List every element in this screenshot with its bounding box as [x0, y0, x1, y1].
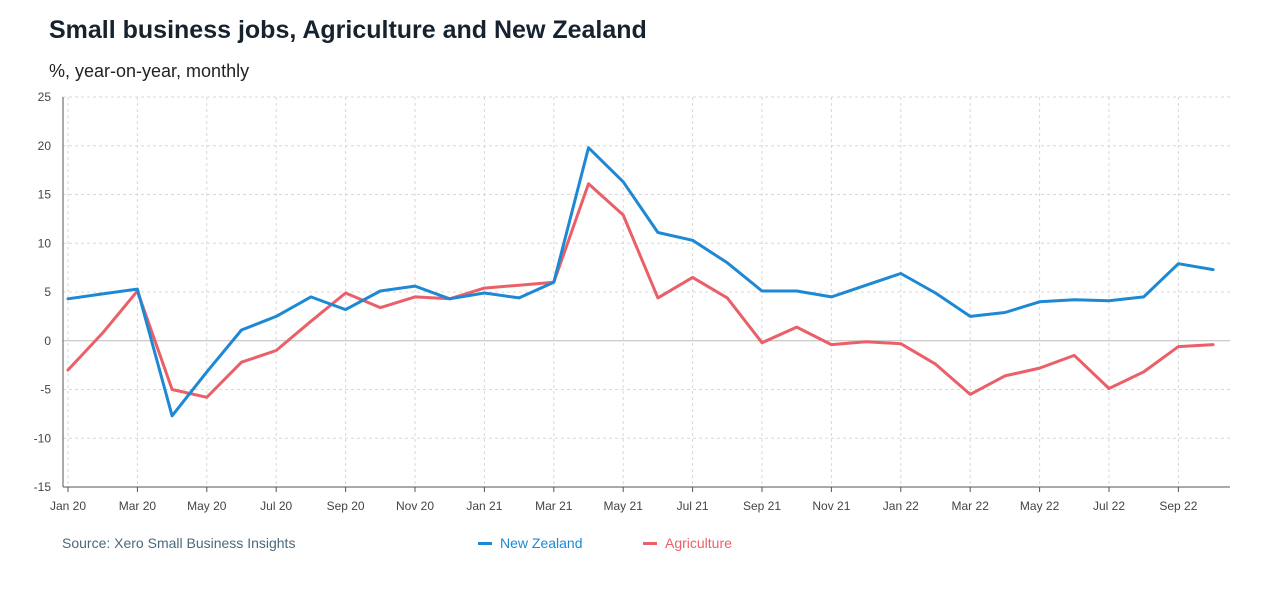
y-tick-label: -15 — [34, 480, 52, 494]
x-tick-label: Jul 22 — [1093, 499, 1125, 513]
legend-label-agriculture: Agriculture — [665, 535, 732, 551]
y-tick-label: -10 — [34, 431, 52, 445]
x-tick-label: Nov 20 — [396, 499, 434, 513]
y-tick-label: -5 — [40, 383, 51, 397]
y-tick-label: 20 — [38, 139, 52, 153]
x-tick-label: Jan 22 — [883, 499, 919, 513]
legend-item-new-zealand[interactable]: New Zealand — [478, 535, 583, 551]
x-tick-label: Mar 21 — [535, 499, 573, 513]
series-line-new-zealand — [66, 146, 1215, 418]
grid — [63, 96, 1230, 487]
x-tick-label: Sep 20 — [327, 499, 365, 513]
series — [66, 146, 1215, 418]
y-tick-label: 0 — [44, 334, 51, 348]
x-tick-label: Sep 22 — [1159, 499, 1197, 513]
x-tick-label: May 20 — [187, 499, 227, 513]
y-tick-label: 15 — [38, 188, 52, 202]
x-tick-label: May 22 — [1020, 499, 1060, 513]
series-line-agriculture — [66, 182, 1215, 399]
chart-title: Small business jobs, Agriculture and New… — [49, 16, 647, 44]
x-tick-label: Jul 21 — [677, 499, 709, 513]
legend-swatch-agriculture — [643, 541, 657, 545]
axes: -15 -10 -5 0 5 10 15 20 25 Jan 20 Mar 20 May 20 Jul … — [34, 90, 1230, 513]
legend-label-new-zealand: New Zealand — [500, 535, 583, 551]
x-tick-label: Sep 21 — [743, 499, 781, 513]
legend-swatch-new-zealand — [478, 541, 492, 545]
x-tick-label: Nov 21 — [812, 499, 850, 513]
x-tick-label: May 21 — [604, 499, 644, 513]
x-tick-label: Jan 21 — [466, 499, 502, 513]
x-tick-label: Jul 20 — [260, 499, 292, 513]
x-tick-label: Jan 20 — [50, 499, 86, 513]
y-tick-label: 25 — [38, 90, 52, 104]
chart-subtitle: %, year-on-year, monthly — [49, 61, 250, 81]
source-note: Source: Xero Small Business Insights — [62, 535, 296, 551]
legend-item-agriculture[interactable]: Agriculture — [643, 535, 732, 551]
x-tick-label: Mar 22 — [952, 499, 990, 513]
y-tick-label: 5 — [44, 285, 51, 299]
y-tick-label: 10 — [38, 236, 52, 250]
x-tick-label: Mar 20 — [119, 499, 157, 513]
